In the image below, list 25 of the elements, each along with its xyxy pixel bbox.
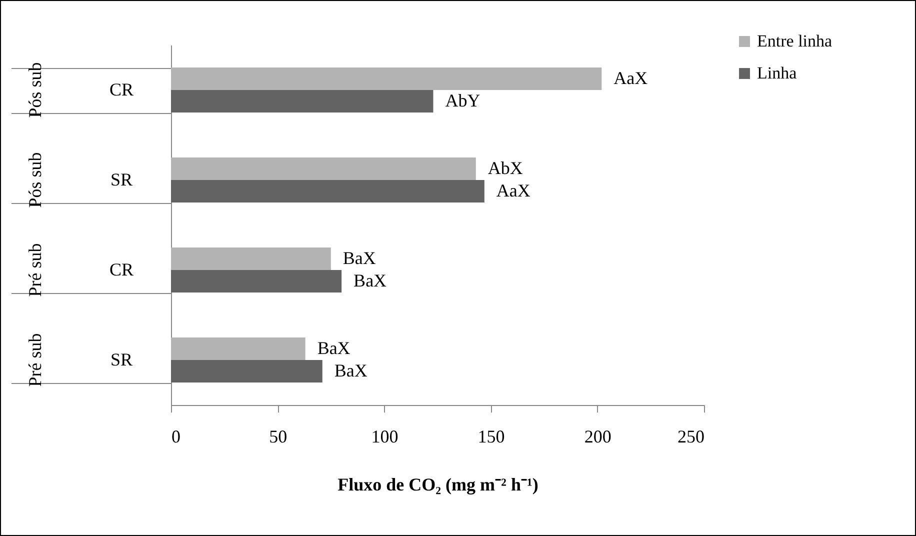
y-tick-label: SR: [110, 170, 133, 190]
x-tick-label: 0: [172, 426, 180, 446]
x-tick-label: 50: [269, 426, 288, 446]
data-label: AbY: [445, 90, 480, 110]
y-tick-label: CR: [109, 80, 134, 100]
text: Pré sub: [25, 333, 45, 387]
y-tick-label: CR: [109, 260, 134, 280]
y-tick-label: SR: [110, 350, 133, 370]
data-label: BaX: [317, 338, 350, 358]
legend-label: Linha: [757, 64, 798, 82]
x-tick-label: 250: [678, 426, 704, 446]
x-tick-label: 150: [478, 426, 505, 446]
legend-label: Entre linha: [757, 32, 833, 50]
x-tick-label: 200: [584, 426, 612, 446]
data-label: AaX: [496, 180, 530, 200]
data-label: BaX: [354, 270, 387, 290]
data-label: AaX: [614, 68, 648, 88]
text: Pós sub: [25, 62, 45, 118]
data-label: BaX: [342, 248, 376, 268]
x-axis-title: Fluxo de CO₂ (mg m⁻² h⁻¹): [338, 474, 538, 494]
data-label: AbX: [488, 158, 523, 178]
data-label: BaX: [334, 360, 368, 380]
text: Pós sub: [25, 152, 45, 208]
text: Pré sub: [25, 243, 45, 297]
x-tick-label: 100: [371, 426, 398, 446]
